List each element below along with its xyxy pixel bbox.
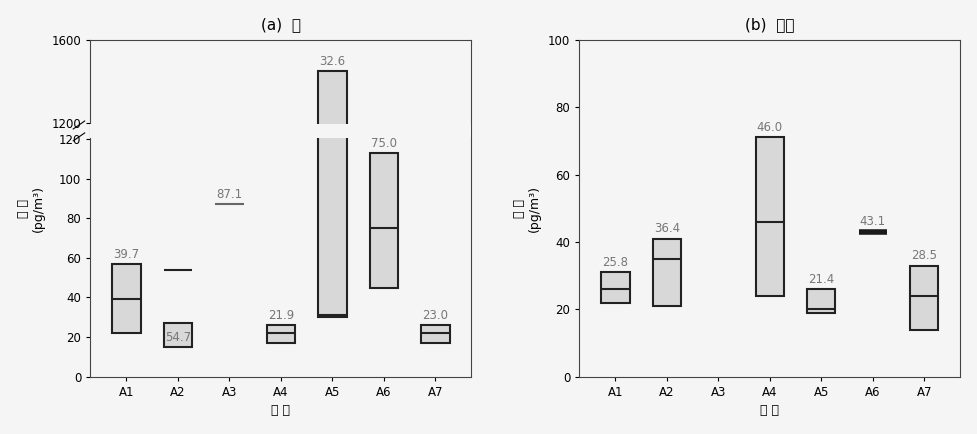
Text: 75.0: 75.0 (371, 137, 397, 150)
Text: 21.9: 21.9 (268, 309, 294, 322)
Bar (755, 138, 784, 296)
Bar (601, 272, 629, 302)
Bar (369, 153, 398, 288)
X-axis label: 지 역: 지 역 (272, 404, 290, 418)
Bar (653, 239, 681, 306)
Text: 39.7: 39.7 (113, 248, 140, 261)
Bar (807, 289, 835, 313)
Text: 28.5: 28.5 (912, 249, 937, 262)
Bar (911, 266, 939, 329)
Title: (b)  가을: (b) 가을 (745, 16, 794, 32)
Bar (319, 71, 347, 317)
Text: 43.1: 43.1 (860, 216, 886, 228)
Text: 46.0: 46.0 (757, 121, 783, 134)
Text: 87.1: 87.1 (216, 188, 242, 201)
Bar (164, 323, 192, 347)
Bar (267, 325, 295, 343)
Bar (91, 124, 472, 138)
Text: 21.4: 21.4 (808, 273, 834, 286)
Bar (421, 325, 449, 343)
Text: 23.0: 23.0 (422, 309, 448, 322)
Y-axis label: 농 도
(pg/m³): 농 도 (pg/m³) (17, 185, 45, 232)
X-axis label: 지 역: 지 역 (760, 404, 780, 418)
Text: 25.8: 25.8 (603, 256, 628, 269)
Text: 32.6: 32.6 (319, 55, 346, 68)
Title: (a)  봄: (a) 봄 (261, 16, 301, 32)
Y-axis label: 농 도
(pg/m³): 농 도 (pg/m³) (513, 185, 541, 232)
Text: 36.4: 36.4 (654, 222, 680, 235)
Text: 54.7: 54.7 (165, 332, 191, 345)
Bar (112, 264, 141, 333)
